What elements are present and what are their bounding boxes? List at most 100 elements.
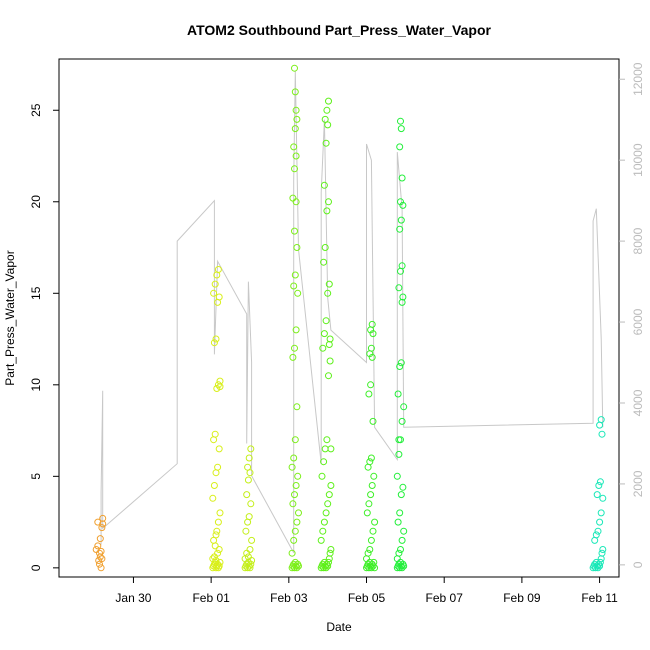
data-point [369,330,377,338]
data-point [323,106,331,114]
data-point [368,353,376,361]
y2-tick-label: 4000 [631,389,645,416]
data-point [242,527,250,535]
data-point [291,165,298,173]
x-tick-label: Feb 01 [192,591,230,605]
data-point [318,472,326,480]
data-point [247,560,255,568]
data-point [593,491,601,499]
data-point [599,494,607,502]
data-point [319,527,327,535]
data-point [214,381,222,389]
data-point [597,416,605,424]
secondary-series-line [100,71,604,553]
data-point [368,482,376,489]
y2-tick-label: 10000 [631,143,645,177]
data-point [291,491,298,499]
data-point [244,553,252,561]
data-point [293,403,301,411]
data-point [365,500,373,508]
data-point [214,518,222,526]
data-point [397,125,405,133]
data-point [293,115,301,123]
data-point [327,546,335,553]
data-point [368,320,376,328]
data-point [291,64,298,72]
data-point [395,436,403,444]
data-point [396,363,404,370]
data-point [288,549,296,557]
data-point [291,527,299,535]
y2-tick-label: 8000 [631,227,645,254]
data-point [397,117,404,125]
y-tick-label: 10 [29,378,43,392]
data-point [394,390,402,398]
data-point [396,509,404,517]
y-tick-label: 5 [29,473,43,480]
data-point [395,284,403,292]
x-tick-label: Feb 09 [503,591,541,605]
data-point [399,293,407,301]
data-point [320,330,328,338]
data-point [216,558,224,566]
data-point [211,280,219,288]
data-point [288,463,296,471]
data-point [96,560,103,568]
data-point [325,558,332,566]
data-point [246,546,254,553]
data-point [290,536,298,544]
data-point [327,482,335,489]
data-point [400,562,408,570]
data-point [324,121,332,129]
data-point [400,403,408,411]
scatter-points [92,64,607,572]
data-point [210,339,218,347]
data-point [367,491,375,499]
data-point [215,445,223,453]
data-point [323,207,331,215]
y2-tick-label: 6000 [631,308,645,335]
y-tick-label: 15 [29,286,43,300]
data-point [397,216,405,224]
data-point [326,357,334,365]
data-point [293,564,301,572]
data-point [216,383,224,391]
data-point [214,463,222,471]
data-point [398,174,406,182]
data-point [598,549,606,557]
data-point [325,280,333,288]
data-point [396,225,404,233]
data-point [399,201,407,209]
x-axis-label: Date [326,620,352,634]
data-point [293,518,301,526]
chart-title: ATOM2 Southbound Part_Press_Water_Vapor [187,22,491,38]
data-point [244,463,252,471]
data-point [212,335,220,343]
data-point [592,531,600,539]
data-point [290,282,298,290]
data-point [367,454,375,462]
data-point [214,266,222,273]
data-point [367,536,375,544]
y2-tick-label: 2000 [631,470,645,497]
data-point [324,500,332,508]
data-point [370,558,378,566]
data-point [397,359,405,367]
x-tick-label: Jan 30 [115,591,151,605]
data-point [291,227,298,235]
data-point [292,482,300,489]
data-point [324,289,332,297]
data-point [291,344,298,352]
data-point [322,509,330,517]
data-point [596,478,604,486]
data-point [213,527,221,535]
data-point [363,509,371,517]
data-point [367,344,375,352]
data-point [245,513,253,521]
data-point [291,88,299,96]
data-point [246,564,254,572]
y-axis-right: 0 2000 4000 6000 8000 10000 12000 [619,62,645,568]
data-point [211,430,219,438]
y-tick-label: 0 [29,564,43,571]
data-point [95,557,103,564]
